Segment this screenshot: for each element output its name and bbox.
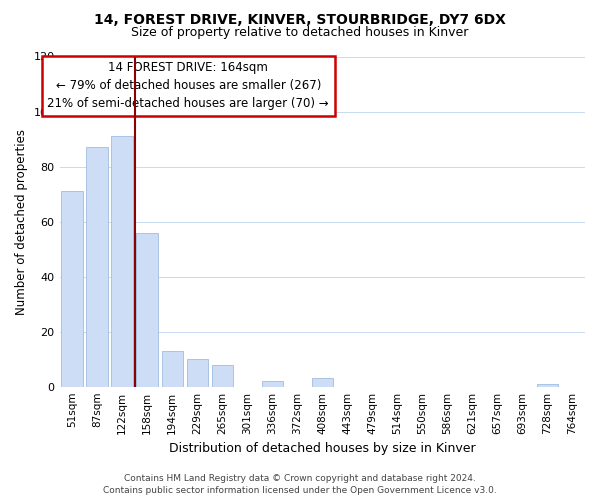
X-axis label: Distribution of detached houses by size in Kinver: Distribution of detached houses by size …	[169, 442, 476, 455]
Bar	[311, 378, 333, 386]
Bar	[112, 136, 133, 386]
Bar	[136, 232, 158, 386]
Bar	[262, 381, 283, 386]
Bar	[86, 148, 108, 386]
Bar	[187, 359, 208, 386]
Text: Size of property relative to detached houses in Kinver: Size of property relative to detached ho…	[131, 26, 469, 39]
Bar	[161, 351, 183, 386]
Text: 14 FOREST DRIVE: 164sqm
← 79% of detached houses are smaller (267)
21% of semi-d: 14 FOREST DRIVE: 164sqm ← 79% of detache…	[47, 62, 329, 110]
Text: Contains HM Land Registry data © Crown copyright and database right 2024.
Contai: Contains HM Land Registry data © Crown c…	[103, 474, 497, 495]
Bar	[212, 364, 233, 386]
Text: 14, FOREST DRIVE, KINVER, STOURBRIDGE, DY7 6DX: 14, FOREST DRIVE, KINVER, STOURBRIDGE, D…	[94, 12, 506, 26]
Y-axis label: Number of detached properties: Number of detached properties	[15, 128, 28, 314]
Bar	[61, 192, 83, 386]
Bar	[537, 384, 558, 386]
